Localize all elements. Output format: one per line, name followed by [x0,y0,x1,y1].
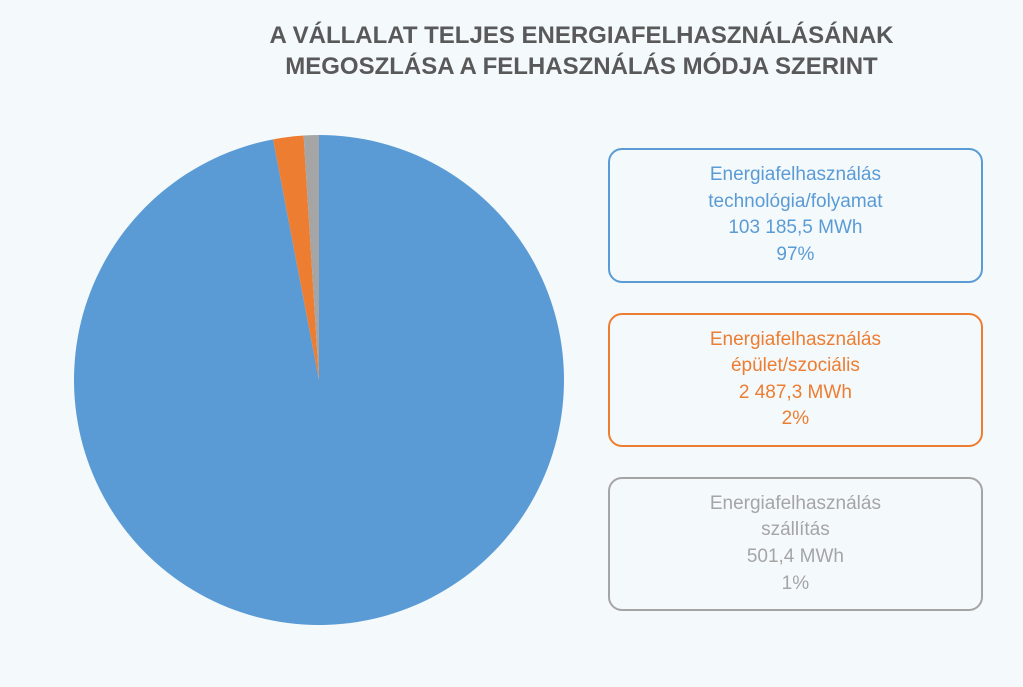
chart-title-line1: A VÁLLALAT TELJES ENERGIAFELHASZNÁLÁSÁNA… [270,22,894,49]
legend-line1: Energiafelhasználás [628,162,963,189]
legend-item: Energiafelhasználásépület/szociális2 487… [608,313,983,447]
pie-chart [59,110,579,650]
legend-line2: szállítás [628,517,963,544]
legend: Energiafelhasználástechnológia/folyamat1… [608,148,993,611]
legend-value: 2 487,3 MWh [628,380,963,407]
legend-item: Energiafelhasználásszállítás501,4 MWh1% [608,477,983,611]
legend-percent: 97% [628,242,963,269]
legend-value: 501,4 MWh [628,544,963,571]
legend-line2: technológia/folyamat [628,189,963,216]
chart-title-line2: MEGOSZLÁSA A FELHASZNÁLÁS MÓDJA SZERINT [285,53,877,80]
legend-item: Energiafelhasználástechnológia/folyamat1… [608,148,983,282]
chart-content: Energiafelhasználástechnológia/folyamat1… [30,92,993,667]
legend-line1: Energiafelhasználás [628,327,963,354]
legend-percent: 2% [628,406,963,433]
legend-line1: Energiafelhasználás [628,491,963,518]
chart-title: A VÁLLALAT TELJES ENERGIAFELHASZNÁLÁSÁNA… [30,20,993,92]
legend-line2: épület/szociális [628,353,963,380]
pie-wrap [30,92,608,667]
legend-percent: 1% [628,571,963,598]
legend-value: 103 185,5 MWh [628,215,963,242]
chart-container: A VÁLLALAT TELJES ENERGIAFELHASZNÁLÁSÁNA… [0,0,1023,687]
